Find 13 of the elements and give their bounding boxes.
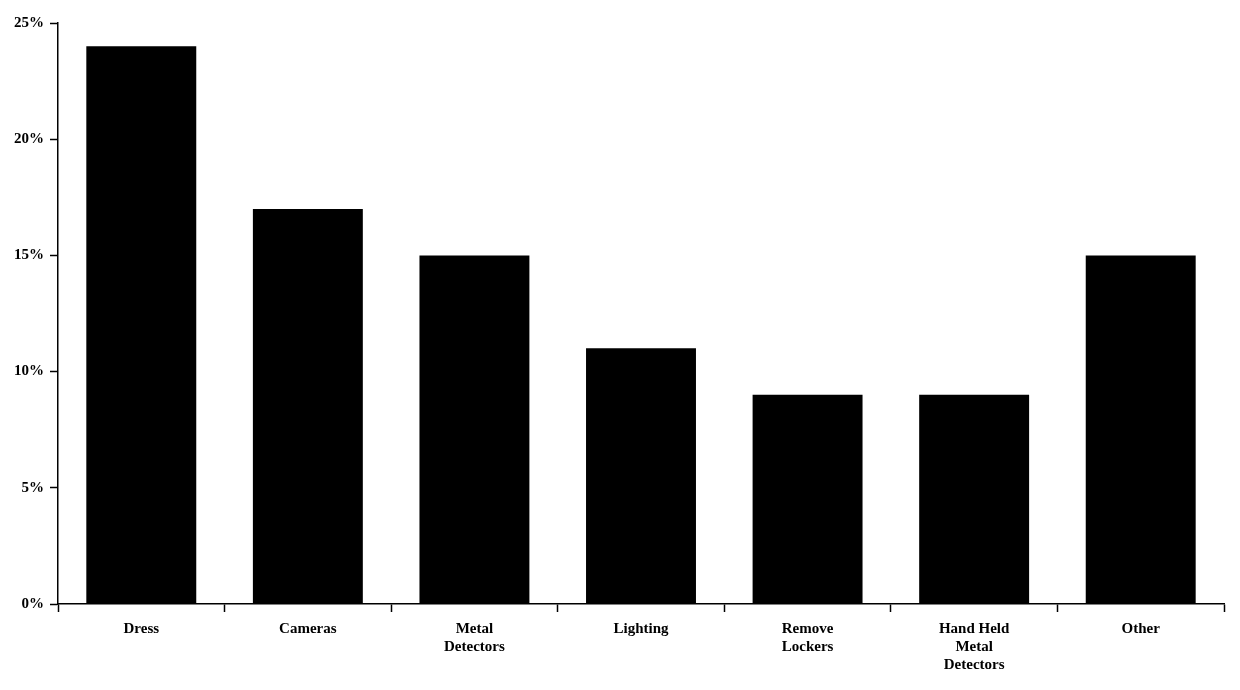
- y-tick-label: 10%: [14, 362, 44, 379]
- x-tick-label: Hand Held Metal Detectors: [938, 619, 1011, 672]
- y-tick-label: 5%: [21, 478, 44, 495]
- y-tick-label: 15%: [14, 246, 44, 263]
- y-tick-label: 25%: [14, 13, 44, 30]
- x-tick-label: Cameras: [279, 619, 337, 636]
- x-tick-label: Remove Lockers: [781, 619, 834, 654]
- x-tick-label: Metal Detectors: [444, 619, 505, 654]
- x-tick-label: Dress: [123, 619, 160, 636]
- y-tick-label: 0%: [21, 594, 44, 611]
- y-tick-label: 20%: [14, 130, 44, 147]
- x-tick-label: Lighting: [613, 619, 669, 636]
- x-tick-label: Other: [1121, 619, 1161, 636]
